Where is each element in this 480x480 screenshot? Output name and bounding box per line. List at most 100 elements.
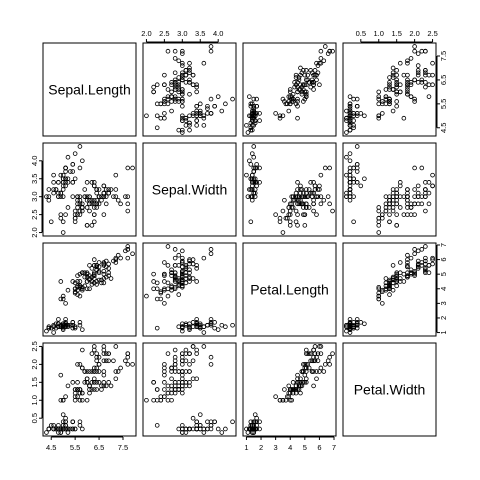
data-point — [106, 380, 111, 385]
data-point — [347, 103, 353, 109]
variable-label-petal-width: Petal.Width — [354, 382, 426, 398]
data-point — [77, 144, 83, 149]
data-point — [354, 165, 360, 171]
data-point — [80, 390, 85, 396]
data-point — [56, 194, 61, 199]
data-point — [75, 212, 80, 217]
data-point — [354, 111, 360, 116]
data-point — [412, 187, 417, 192]
data-point — [180, 118, 185, 123]
data-point — [208, 317, 214, 322]
data-point — [84, 270, 90, 276]
data-point — [423, 68, 428, 73]
panel-petal-length-vs-petal-width — [342, 242, 437, 337]
data-point — [208, 48, 214, 54]
data-point — [165, 293, 171, 299]
data-point — [101, 351, 107, 356]
data-point — [223, 324, 228, 330]
data-point — [154, 280, 160, 286]
data-point — [252, 113, 258, 119]
data-point — [87, 286, 92, 292]
data-point — [162, 365, 167, 371]
data-point — [65, 154, 71, 160]
data-point — [72, 397, 78, 403]
data-point — [287, 223, 293, 228]
data-point — [60, 327, 66, 332]
data-point — [308, 180, 313, 185]
data-point — [376, 101, 382, 107]
data-point — [94, 369, 99, 374]
data-point — [58, 212, 64, 217]
data-point — [277, 115, 283, 121]
data-point — [162, 301, 167, 306]
data-point — [351, 219, 356, 225]
data-point — [77, 293, 83, 299]
data-point — [330, 208, 335, 214]
data-point — [394, 212, 399, 217]
data-point — [91, 212, 97, 217]
data-point — [162, 380, 167, 385]
data-point — [113, 376, 119, 382]
data-point — [317, 82, 322, 88]
data-point — [314, 212, 319, 217]
data-point — [308, 358, 313, 364]
data-point — [84, 180, 90, 185]
data-point — [311, 354, 316, 360]
data-point — [247, 187, 252, 192]
panel-frame — [142, 342, 237, 437]
data-point — [205, 103, 210, 109]
data-point — [101, 263, 107, 268]
panel-sepal-width-vs-sepal-width: Sepal.Width — [142, 142, 237, 237]
data-point — [321, 58, 327, 64]
data-point — [115, 252, 121, 258]
data-point — [180, 277, 185, 283]
data-point — [56, 180, 61, 185]
data-point — [387, 201, 392, 207]
tick-label: 3.5 — [195, 29, 205, 38]
data-point — [180, 127, 185, 133]
tick-label: 1.0 — [374, 29, 384, 38]
data-point — [251, 144, 257, 149]
panel-sepal-length-vs-petal-length — [242, 42, 337, 137]
data-point — [106, 270, 111, 276]
data-point — [247, 113, 252, 119]
data-point — [249, 426, 255, 432]
data-point — [430, 172, 435, 178]
panel-petal-length-vs-sepal-length — [42, 242, 137, 337]
data-point — [305, 362, 311, 367]
data-point — [51, 172, 56, 178]
data-point — [108, 276, 114, 281]
tick-label: 4.5 — [46, 443, 56, 452]
data-point — [89, 266, 95, 271]
data-point — [44, 328, 49, 334]
data-point — [390, 70, 396, 76]
data-point — [158, 290, 164, 296]
data-point — [154, 325, 160, 331]
tick-label: 2 — [439, 316, 448, 320]
data-point — [77, 423, 83, 428]
data-point — [387, 99, 392, 104]
data-point — [103, 358, 109, 364]
data-point — [65, 383, 71, 389]
tick-label: 3.0 — [177, 29, 187, 38]
data-point — [72, 289, 78, 294]
data-point — [287, 208, 293, 214]
tick-label: 6 — [317, 443, 321, 452]
tick-label: 5.5 — [70, 443, 80, 452]
data-point — [405, 89, 410, 95]
data-point — [197, 423, 203, 428]
data-point — [405, 252, 410, 258]
data-point — [96, 268, 102, 274]
data-point — [101, 212, 107, 217]
data-point — [180, 328, 185, 334]
data-point — [96, 194, 102, 199]
data-point — [51, 324, 56, 330]
data-point — [423, 258, 428, 264]
data-point — [194, 279, 199, 284]
data-point — [315, 187, 321, 192]
data-point — [311, 87, 316, 92]
data-point — [180, 268, 185, 274]
data-point — [430, 257, 435, 262]
data-point — [301, 212, 306, 217]
